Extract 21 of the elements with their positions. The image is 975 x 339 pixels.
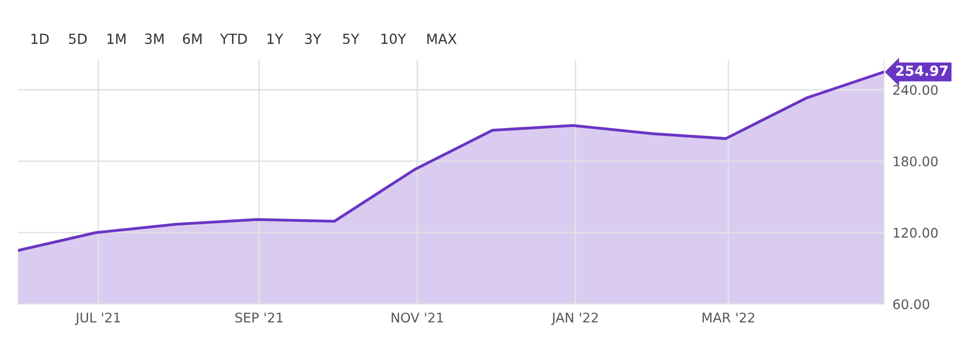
text: 1Y xyxy=(268,34,284,44)
text: 1M xyxy=(108,34,126,44)
text: 5D xyxy=(69,34,87,44)
x-tick-label: JAN '22 xyxy=(551,312,598,325)
text: 6M xyxy=(182,34,202,44)
text: MAX xyxy=(427,34,457,44)
text: YTD xyxy=(220,34,247,44)
y-tick-label: 60.00 xyxy=(893,299,930,310)
y-tick-label: 120.00 xyxy=(894,228,938,238)
x-tick-label: JUL '21 xyxy=(74,312,120,325)
x-tick-label: MAR '22 xyxy=(702,312,754,322)
y-tick-label: 180.00 xyxy=(894,156,938,166)
text: 5Y xyxy=(343,34,360,44)
text: 3M xyxy=(145,34,164,44)
x-tick-label: SEP '21 xyxy=(235,312,283,323)
y-tick-label: 240.00 xyxy=(893,84,938,95)
annotation: 254.97 xyxy=(896,65,948,76)
text: 10Y xyxy=(382,34,406,44)
x-tick-label: NOV '21 xyxy=(392,312,443,323)
text: 3Y xyxy=(305,34,322,44)
text: 1D xyxy=(32,34,49,44)
